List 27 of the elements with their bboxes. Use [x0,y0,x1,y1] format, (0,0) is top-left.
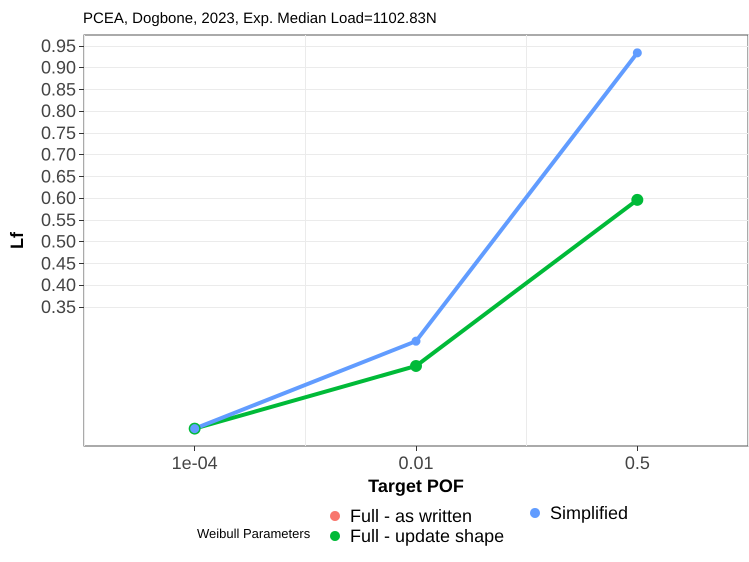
y-tick-label: 0.95 [40,36,76,56]
x-axis-title: Target POF [368,476,464,496]
y-tick-label: 0.45 [40,253,76,274]
x-tick-label: 0.01 [398,453,434,473]
y-tick-label: 0.50 [40,232,76,252]
y-tick-label: 0.60 [40,188,76,208]
y-tick-label: 0.85 [40,79,76,100]
y-tick-label: 0.55 [40,210,76,230]
point [632,48,642,58]
legend-label: Full - update shape [350,526,504,546]
y-tick-label: 0.35 [40,296,76,317]
point [412,336,420,346]
y-axis-title: Lf [7,231,27,249]
x-tick-label: 1e-04 [172,453,218,473]
y-tick-label: 0.65 [40,166,76,186]
legend-title: Weibull Parameters [197,526,311,541]
legend-label: Simplified [550,503,628,523]
point [631,194,644,206]
chart-title: PCEA, Dogbone, 2023, Exp. Median Load=1102.83N [83,10,437,27]
y-tick-label: 0.40 [40,275,76,296]
y-tick-label: 0.70 [40,144,76,165]
point [410,360,422,372]
x-tick-label: 0.5 [624,453,650,473]
legend-label: Full - as written [350,506,472,526]
y-tick-label: 0.80 [40,101,76,122]
y-tick-label: 0.75 [40,122,76,143]
y-tick-label: 0.90 [40,58,76,78]
